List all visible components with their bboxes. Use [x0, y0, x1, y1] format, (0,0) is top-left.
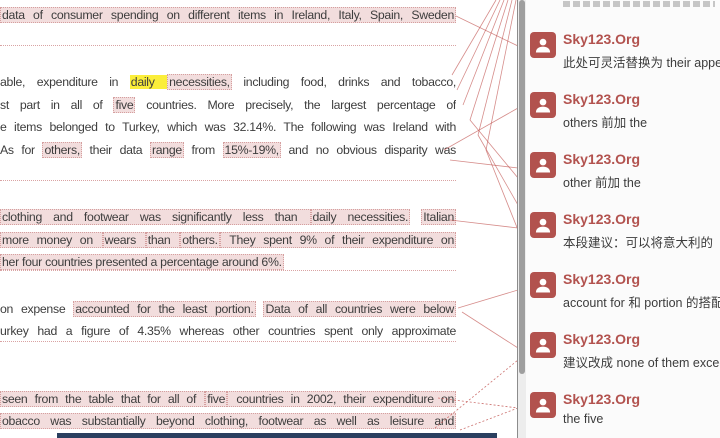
doc-line[interactable]: urkey had a figure of 4.35% whereas othe… [0, 322, 456, 341]
document-pane[interactable]: data of consumer spending on different i… [0, 0, 518, 438]
user-avatar-icon [530, 332, 556, 358]
doc-line[interactable]: As for others, their data range from 15%… [0, 141, 456, 160]
text-segment: e items belonged to Turkey, which was 32… [0, 120, 456, 134]
highlighted-segment[interactable]: others. [180, 232, 220, 248]
text-segment: their data [81, 143, 150, 157]
comment-card[interactable]: Sky123.Org other 前加 the [530, 150, 720, 206]
doc-line[interactable]: on expense accounted for the least porti… [0, 300, 456, 319]
comment-text: 本段建议：可以将意大利的 [563, 236, 714, 250]
comment-card[interactable]: Sky123.Org 本段建议：可以将意大利的 [530, 210, 720, 266]
comment-author: Sky123.Org [563, 391, 641, 407]
user-avatar-icon [530, 392, 556, 418]
comment-text: 建议改成 none of them exceed [563, 356, 720, 370]
doc-line[interactable]: seen from the table that for all of five… [0, 390, 456, 409]
comment-author: Sky123.Org [563, 31, 641, 47]
highlighted-segment[interactable]: data of consumer spending on different i… [0, 7, 456, 23]
comment-text: others 前加 the [563, 116, 648, 130]
comment-card[interactable]: Sky123.Org 建议改成 none of them exceed [530, 330, 720, 386]
user-avatar-icon [530, 212, 556, 238]
paragraph-separator [0, 341, 456, 342]
text-segment: countries. More precisely, the largest p… [135, 98, 456, 112]
comments-pane: Sky123.Org 此处可灵活替换为 their appe Sky123.Or… [526, 0, 720, 438]
comment-text: account for 和 portion 的搭配 [563, 296, 720, 310]
comment-author: Sky123.Org [563, 91, 641, 107]
highlighted-segment[interactable]: five [205, 391, 228, 407]
comment-card[interactable]: Sky123.Org 此处可灵活替换为 their appe [530, 30, 720, 86]
highlighted-segment[interactable]: accounted for the least portion. [73, 301, 256, 317]
text-segment: urkey had a figure of 4.35% whereas othe… [0, 324, 456, 338]
highlighted-segment[interactable]: than [145, 232, 181, 248]
comment-card[interactable]: Sky123.Org the five [530, 390, 720, 438]
paragraph-separator [0, 270, 456, 271]
highlighted-segment[interactable]: clothing and footwear was significantly … [0, 209, 311, 225]
user-avatar-icon [530, 92, 556, 118]
text-segment: st part in all of [0, 98, 114, 112]
highlighted-segment[interactable]: seen from the table that for all of [0, 391, 206, 407]
doc-line[interactable]: able, expenditure in daily necessities, … [0, 73, 456, 92]
highlighted-segment[interactable]: daily necessities. [310, 209, 411, 225]
doc-line[interactable]: more money on wears than others. They sp… [0, 231, 456, 250]
highlighted-segment[interactable]: Data of all countries were below [263, 301, 456, 317]
comment-author: Sky123.Org [563, 151, 641, 167]
highlighted-segment[interactable]: wears [102, 232, 146, 248]
paragraph-separator [0, 428, 456, 429]
highlighted-segment[interactable]: others, [42, 142, 82, 158]
user-avatar-icon [530, 152, 556, 178]
scrollbar-thumb[interactable] [519, 0, 525, 374]
highlighted-segment[interactable]: They spent 9% of their expenditure on [219, 232, 456, 248]
highlighted-segment[interactable]: more money on [0, 232, 103, 248]
text-segment: on expense [0, 302, 74, 316]
paragraph-separator [0, 45, 456, 46]
text-segment: including food, drinks and tobacco, [231, 75, 456, 89]
highlighted-segment[interactable]: necessities, [167, 74, 232, 90]
doc-line[interactable]: st part in all of five countries. More p… [0, 96, 456, 115]
highlighted-segment[interactable]: her four countries presented a percentag… [0, 254, 284, 270]
highlighted-segment[interactable]: Italian [421, 209, 456, 225]
text-segment: from [183, 143, 223, 157]
highlighted-segment[interactable]: range [149, 142, 184, 158]
yellow-highlight-segment[interactable]: daily [129, 75, 168, 89]
doc-line[interactable]: obacco was substantially beyond clothing… [0, 412, 456, 431]
highlighted-segment[interactable]: five [113, 97, 136, 113]
doc-line[interactable]: data of consumer spending on different i… [0, 6, 456, 25]
comment-text: 此处可灵活替换为 their appe [563, 56, 720, 70]
comment-card[interactable]: Sky123.Org others 前加 the [530, 90, 720, 146]
text-segment: and no obvious disparity was [280, 143, 456, 157]
comment-card[interactable]: Sky123.Org account for 和 portion 的搭配 [530, 270, 720, 326]
user-avatar-icon [530, 32, 556, 58]
doc-line[interactable]: clothing and footwear was significantly … [0, 208, 456, 227]
user-avatar-icon [530, 272, 556, 298]
doc-line[interactable]: her four countries presented a percentag… [0, 253, 456, 272]
text-segment [410, 210, 421, 224]
highlighted-segment[interactable]: obacco was substantially beyond clothing… [0, 413, 456, 429]
comment-author: Sky123.Org [563, 211, 641, 227]
text-segment: able, expenditure in [0, 75, 130, 89]
comment-author: Sky123.Org [563, 331, 641, 347]
pane-divider [517, 0, 518, 438]
clipped-comment-text [563, 1, 715, 7]
highlighted-segment[interactable]: 15%-19%, [222, 142, 281, 158]
text-segment: As for [0, 143, 43, 157]
comment-author: Sky123.Org [563, 271, 641, 287]
doc-line[interactable]: e items belonged to Turkey, which was 32… [0, 118, 456, 137]
window-bottom-bar [57, 433, 497, 438]
highlighted-segment[interactable]: countries in 2002, their expenditure on [227, 391, 456, 407]
paragraph-separator [0, 180, 456, 181]
comment-text: the five [563, 412, 604, 426]
comment-text: other 前加 the [563, 176, 641, 190]
